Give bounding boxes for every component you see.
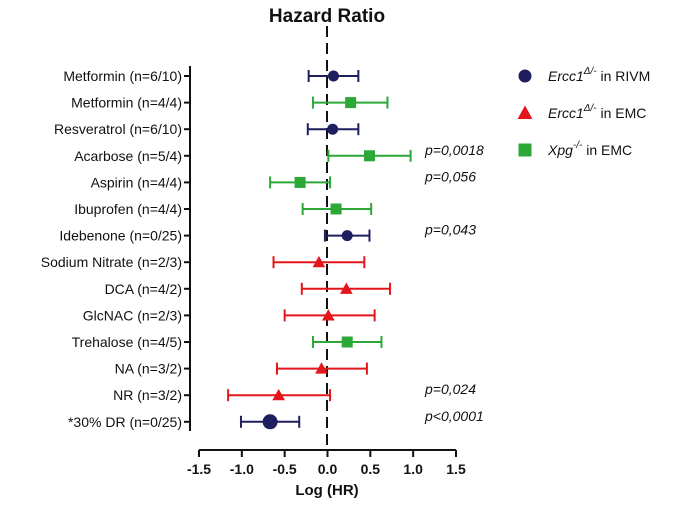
point-estimate	[341, 336, 353, 348]
point-estimate	[262, 414, 278, 430]
point-estimate	[327, 123, 339, 135]
legend-entry-label: Ercc1Δ/- in RIVM	[548, 66, 650, 84]
chart-title: Hazard Ratio	[269, 6, 385, 27]
legend-entry-label: Xpg-/- in EMC	[547, 140, 632, 158]
row-label: NA (n=3/2)	[115, 361, 182, 377]
row-label: *30% DR (n=0/25)	[68, 414, 182, 430]
row-label: Trehalose (n=4/5)	[72, 334, 182, 350]
x-tick-label: 1.0	[403, 461, 423, 477]
legend-marker	[517, 105, 533, 119]
row-label: Resveratrol (n=6/10)	[54, 121, 182, 137]
row-label: DCA (n=4/2)	[105, 281, 182, 297]
x-tick-label: 0.5	[361, 461, 381, 477]
legend-marker	[518, 69, 532, 83]
row-label: Idebenone (n=0/25)	[59, 228, 182, 244]
point-estimate	[341, 230, 353, 242]
x-tick-label: 1.5	[446, 461, 466, 477]
point-estimate	[363, 150, 375, 162]
point-estimate	[315, 362, 328, 374]
point-estimate	[272, 388, 285, 401]
row-label: Acarbose (n=5/4)	[74, 148, 182, 164]
p-value-annotation: p=0,056	[424, 168, 476, 184]
row-label: Ibuprofen (n=4/4)	[74, 201, 182, 217]
p-value-annotation: p=0,0018	[424, 142, 484, 158]
legend: Ercc1Δ/- in RIVM Ercc1Δ/- in EMC Xpg-/- in…	[517, 66, 650, 158]
point-estimate	[322, 309, 335, 321]
p-value-annotation: p=0,043	[424, 222, 476, 238]
row-label: Metformin (n=6/10)	[63, 68, 182, 84]
point-estimate	[327, 70, 339, 82]
row-label: Metformin (n=4/4)	[71, 95, 182, 111]
x-tick-label: -0.5	[273, 461, 297, 477]
point-estimate	[330, 203, 342, 215]
row-label: NR (n=3/2)	[113, 387, 182, 403]
p-value-annotation: p=0,024	[424, 381, 476, 397]
x-tick-label: 0.0	[318, 461, 338, 477]
legend-entry-label: Ercc1Δ/- in EMC	[548, 103, 646, 121]
row-label: Aspirin (n=4/4)	[91, 174, 182, 190]
point-estimate	[312, 255, 326, 268]
row-label: Sodium Nitrate (n=2/3)	[41, 254, 182, 270]
legend-marker	[518, 143, 532, 157]
x-tick-label: -1.5	[187, 461, 211, 477]
p-value-annotation: p<0,0001	[424, 408, 484, 424]
row-label: GlcNAC (n=2/3)	[83, 307, 182, 323]
point-estimate	[345, 97, 357, 109]
x-axis-label: Log (HR)	[295, 482, 358, 499]
x-tick-label: -1.0	[230, 461, 254, 477]
point-estimate	[340, 282, 353, 294]
point-estimate	[294, 176, 306, 188]
